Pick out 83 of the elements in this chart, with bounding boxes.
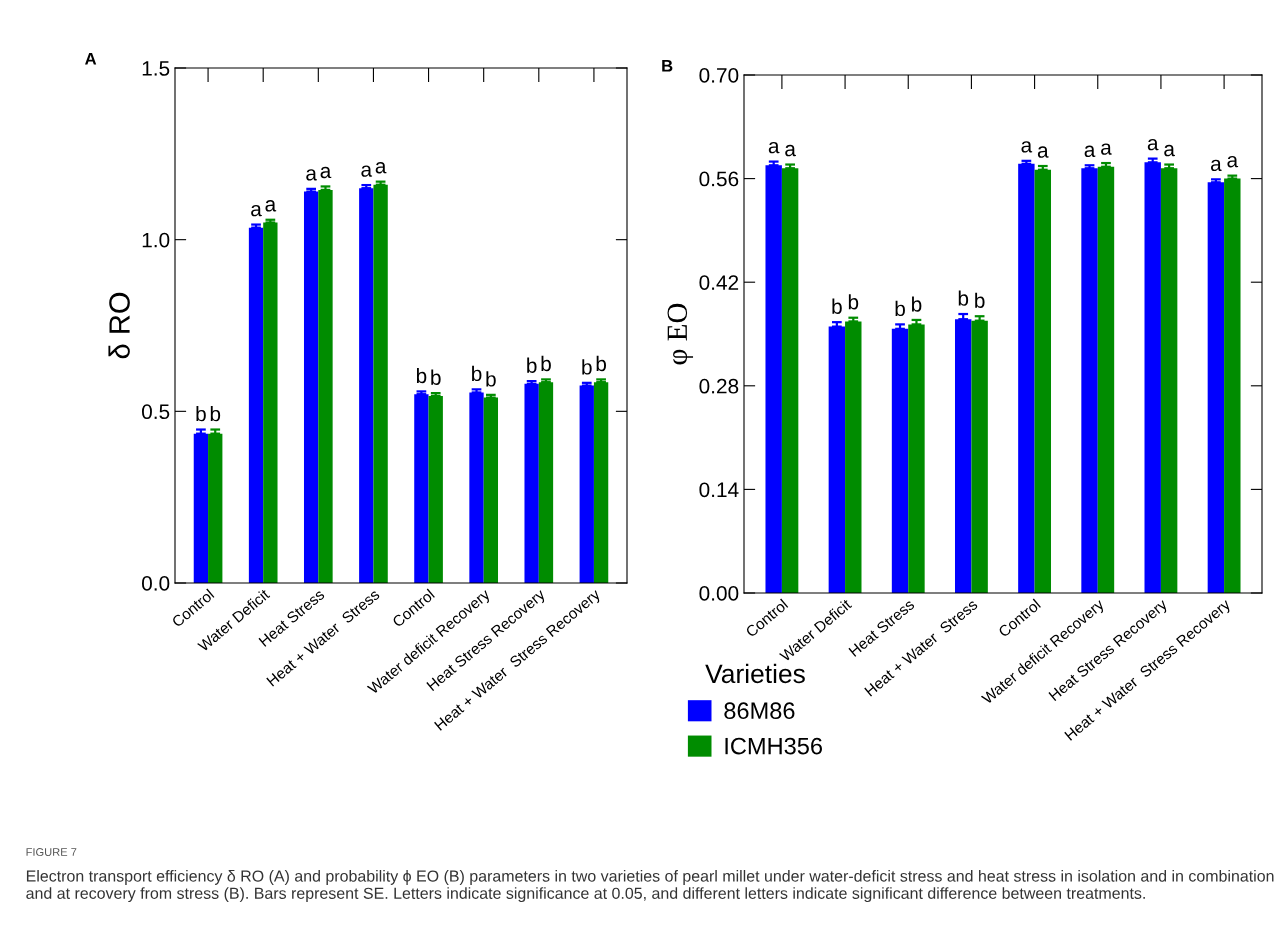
bar bbox=[524, 383, 539, 583]
y-tick-label: 0.28 bbox=[699, 378, 739, 394]
bar bbox=[483, 397, 499, 583]
bar bbox=[303, 191, 319, 583]
data-label: b bbox=[196, 405, 206, 422]
legend-label: ICMH356 bbox=[725, 737, 822, 755]
y-tick-label: 0.0 bbox=[141, 576, 170, 591]
bar bbox=[414, 394, 429, 583]
y-tick-label: 0.5 bbox=[141, 404, 170, 420]
bar bbox=[1224, 178, 1241, 593]
data-label: a bbox=[320, 166, 332, 179]
data-label: b bbox=[210, 405, 221, 422]
bar bbox=[1160, 168, 1178, 593]
bar bbox=[318, 189, 333, 583]
bar bbox=[891, 328, 909, 593]
data-label: a bbox=[375, 161, 387, 174]
data-label: b bbox=[431, 369, 441, 385]
legend-title: Varieties bbox=[705, 663, 805, 684]
data-label: a bbox=[1021, 141, 1033, 153]
bar bbox=[1144, 162, 1161, 593]
text: B bbox=[662, 60, 673, 72]
bar bbox=[248, 227, 264, 583]
y-tick-label: 0.14 bbox=[699, 482, 739, 498]
data-label: b bbox=[472, 365, 482, 382]
legend-label: 86M86 bbox=[724, 702, 795, 720]
y-tick-label: 0.70 bbox=[699, 68, 739, 83]
data-label: a bbox=[1101, 143, 1112, 155]
data-label: a bbox=[1227, 155, 1239, 168]
data-label: a bbox=[251, 204, 262, 217]
data-label: b bbox=[958, 290, 969, 306]
bar bbox=[538, 382, 554, 583]
text: A bbox=[85, 53, 97, 65]
y-tick-label: 1.5 bbox=[142, 61, 170, 76]
bar bbox=[765, 165, 782, 593]
y-tick-label: 0.56 bbox=[699, 171, 739, 187]
y-tick-label: 0.42 bbox=[699, 275, 739, 290]
bar bbox=[593, 382, 609, 583]
text: Electron transport efficiency δ RO (A) and probability ϕ EO (B) parameters in two varieties of pearl millet under water-deficit stress and heat stress in isolation and in combination and at recovery from stress (B). Bars represent SE. Letters indicate significance at 0.05, and different letters indicate significant difference between treatments. bbox=[26, 870, 1274, 903]
bar bbox=[1097, 166, 1115, 593]
y-axis-title: φ EO bbox=[667, 303, 694, 365]
data-label: b bbox=[975, 292, 985, 308]
bar bbox=[1034, 169, 1052, 593]
data-label: b bbox=[848, 294, 859, 310]
data-label: a bbox=[265, 200, 277, 212]
data-label: b bbox=[541, 355, 551, 372]
data-label: a bbox=[1084, 145, 1096, 158]
y-tick-label: 0.00 bbox=[699, 586, 739, 601]
bar bbox=[1207, 182, 1225, 593]
data-label: b bbox=[486, 371, 496, 387]
bar bbox=[469, 392, 484, 583]
data-label: a bbox=[785, 144, 796, 157]
bar bbox=[208, 433, 223, 583]
y-axis-title: δ RO bbox=[108, 292, 130, 359]
data-label: b bbox=[912, 296, 922, 312]
data-label: a bbox=[768, 141, 780, 154]
bar bbox=[1081, 168, 1098, 593]
bar bbox=[1018, 163, 1035, 593]
data-label: b bbox=[416, 367, 427, 384]
bar bbox=[428, 395, 443, 583]
data-label: b bbox=[527, 357, 537, 373]
bar bbox=[908, 324, 925, 593]
bar bbox=[954, 319, 972, 593]
bar bbox=[579, 385, 594, 583]
bar bbox=[971, 320, 988, 593]
data-label: a bbox=[1210, 159, 1222, 172]
data-label: a bbox=[306, 169, 317, 181]
data-label: b bbox=[832, 298, 842, 314]
bar bbox=[845, 321, 862, 593]
bar bbox=[193, 433, 209, 583]
data-label: b bbox=[895, 300, 905, 317]
data-label: a bbox=[1147, 138, 1159, 151]
y-tick-label: 1.0 bbox=[142, 232, 170, 248]
data-label: a bbox=[1037, 146, 1049, 158]
bar bbox=[373, 184, 388, 583]
bar bbox=[781, 168, 799, 593]
bar bbox=[828, 326, 846, 593]
data-label: a bbox=[1164, 144, 1175, 157]
data-label: a bbox=[361, 165, 373, 177]
bar bbox=[263, 222, 278, 583]
data-label: b bbox=[582, 359, 592, 375]
bar bbox=[359, 188, 374, 583]
data-label: b bbox=[596, 355, 607, 372]
caption: FIGURE 7 bbox=[26, 848, 77, 856]
